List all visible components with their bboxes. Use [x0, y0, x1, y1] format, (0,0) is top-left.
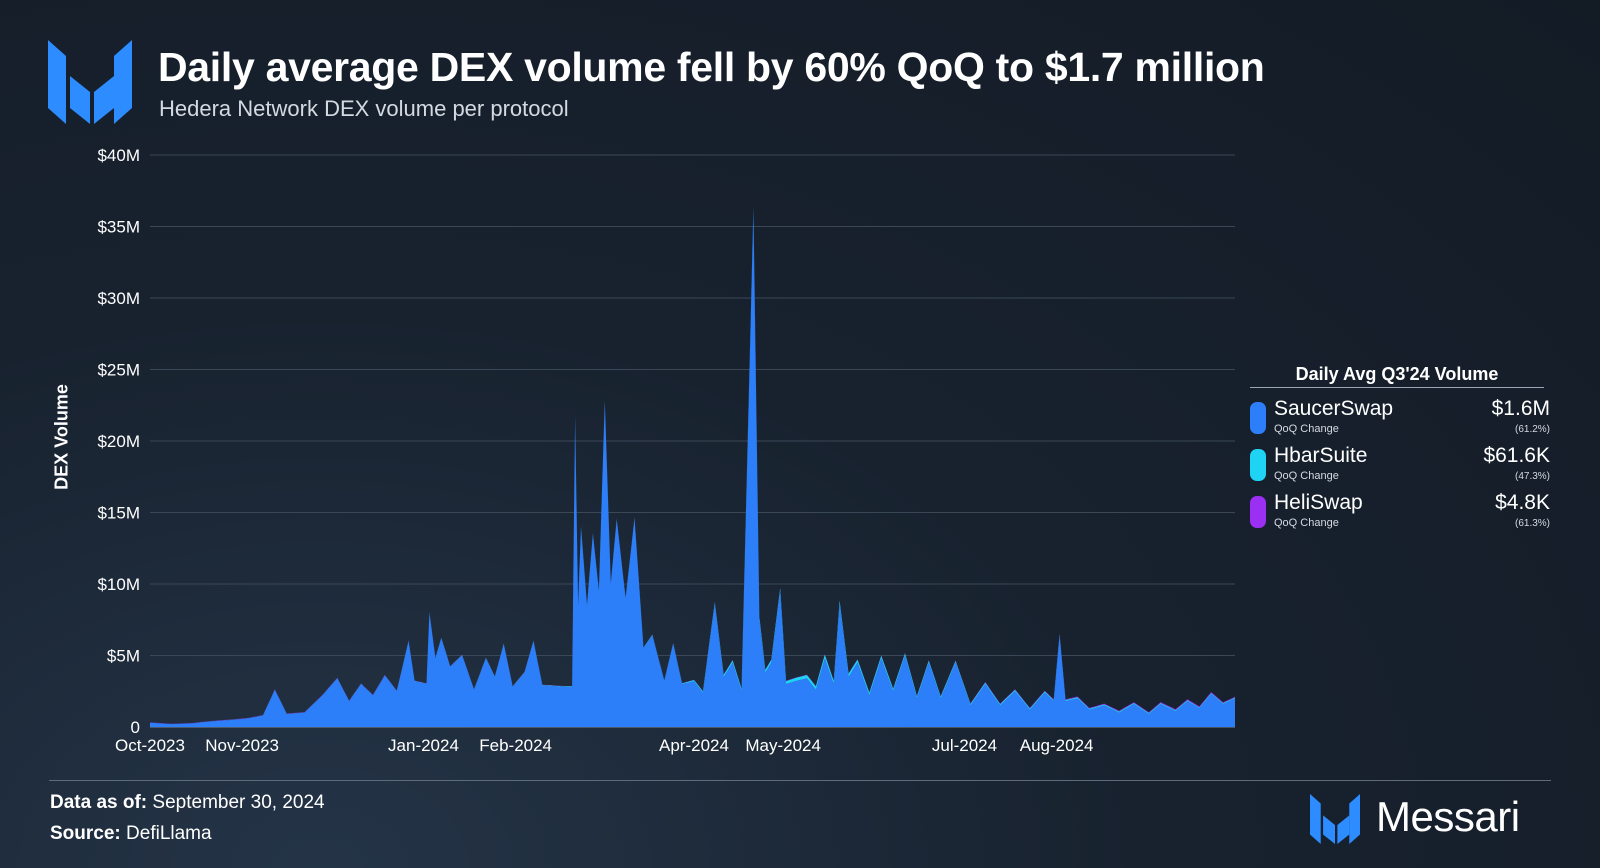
- area-heliswap: [150, 206, 1235, 725]
- legend-name: SaucerSwap: [1274, 397, 1394, 420]
- legend-sub: QoQ Change: [1274, 423, 1339, 435]
- x-tick-label: Jul-2024: [932, 736, 997, 755]
- legend-item-heliswap: HeliSwap QoQ Change $4.8K (61.3%): [1250, 482, 1550, 529]
- area-hbarsuite: [150, 206, 1235, 725]
- legend-swatch-saucerswap: [1250, 402, 1266, 434]
- x-axis-ticks: Oct-2023 Nov-2023 Jan-2024 Feb-2024 Apr-2024…: [115, 736, 1093, 755]
- legend-swatch-hbarsuite: [1250, 449, 1266, 481]
- legend-name: HbarSuite: [1274, 444, 1368, 467]
- y-axis-ticks: 0 $5M $10M $15M $20M $25M $30M $35M $40M: [97, 146, 140, 737]
- legend: Daily Avg Q3'24 Volume SaucerSwap QoQ Ch…: [1250, 364, 1550, 529]
- gridlines: [150, 154, 1235, 728]
- legend-change: (47.3%): [1514, 471, 1550, 482]
- x-tick-label: May-2024: [745, 736, 821, 755]
- data-as-of-value: September 30, 2024: [152, 792, 325, 813]
- x-tick-label: Nov-2023: [205, 736, 279, 755]
- data-as-of-label: Data as of:: [50, 792, 148, 813]
- legend-swatch-heliswap: [1250, 496, 1266, 528]
- x-tick-label: Aug-2024: [1020, 736, 1094, 755]
- source: Source: DefiLlama: [50, 823, 212, 845]
- area-saucerswap: [150, 209, 1235, 728]
- data-as-of: Data as of: September 30, 2024: [50, 792, 325, 814]
- legend-value: $1.6M: [1491, 397, 1550, 420]
- brand-name: Messari: [1376, 793, 1520, 840]
- legend-item-hbarsuite: HbarSuite QoQ Change $61.6K (47.3%): [1250, 435, 1550, 482]
- legend-value: $61.6K: [1483, 444, 1550, 467]
- source-label: Source:: [50, 823, 121, 844]
- legend-item-saucerswap: SaucerSwap QoQ Change $1.6M (61.2%): [1250, 388, 1550, 435]
- series-areas: [150, 206, 1235, 728]
- y-tick-label: $35M: [97, 218, 140, 237]
- x-tick-label: Oct-2023: [115, 736, 185, 755]
- y-tick-label: $15M: [97, 504, 140, 523]
- legend-change: (61.3%): [1514, 518, 1550, 529]
- messari-logo-icon: [48, 40, 132, 124]
- y-tick-label: $25M: [97, 361, 140, 380]
- legend-value: $4.8K: [1495, 491, 1550, 514]
- x-tick-label: Feb-2024: [479, 736, 552, 755]
- y-tick-label: $40M: [97, 146, 140, 165]
- legend-title: Daily Avg Q3'24 Volume: [1250, 364, 1544, 388]
- y-tick-label: $10M: [97, 575, 140, 594]
- y-tick-label: $30M: [97, 289, 140, 308]
- y-tick-label: $20M: [97, 432, 140, 451]
- y-tick-label: 0: [131, 718, 140, 737]
- x-tick-label: Jan-2024: [388, 736, 459, 755]
- legend-change: (61.2%): [1514, 424, 1550, 435]
- source-value: DefiLlama: [126, 823, 212, 844]
- messari-brand-icon: [1310, 794, 1360, 844]
- footer-divider: [49, 780, 1551, 781]
- legend-sub: QoQ Change: [1274, 470, 1339, 482]
- y-tick-label: $5M: [107, 647, 140, 666]
- legend-name: HeliSwap: [1274, 491, 1363, 514]
- x-tick-label: Apr-2024: [659, 736, 729, 755]
- page-subtitle: Hedera Network DEX volume per protocol: [159, 96, 569, 121]
- legend-sub: QoQ Change: [1274, 517, 1339, 529]
- page-title: Daily average DEX volume fell by 60% QoQ…: [158, 44, 1265, 90]
